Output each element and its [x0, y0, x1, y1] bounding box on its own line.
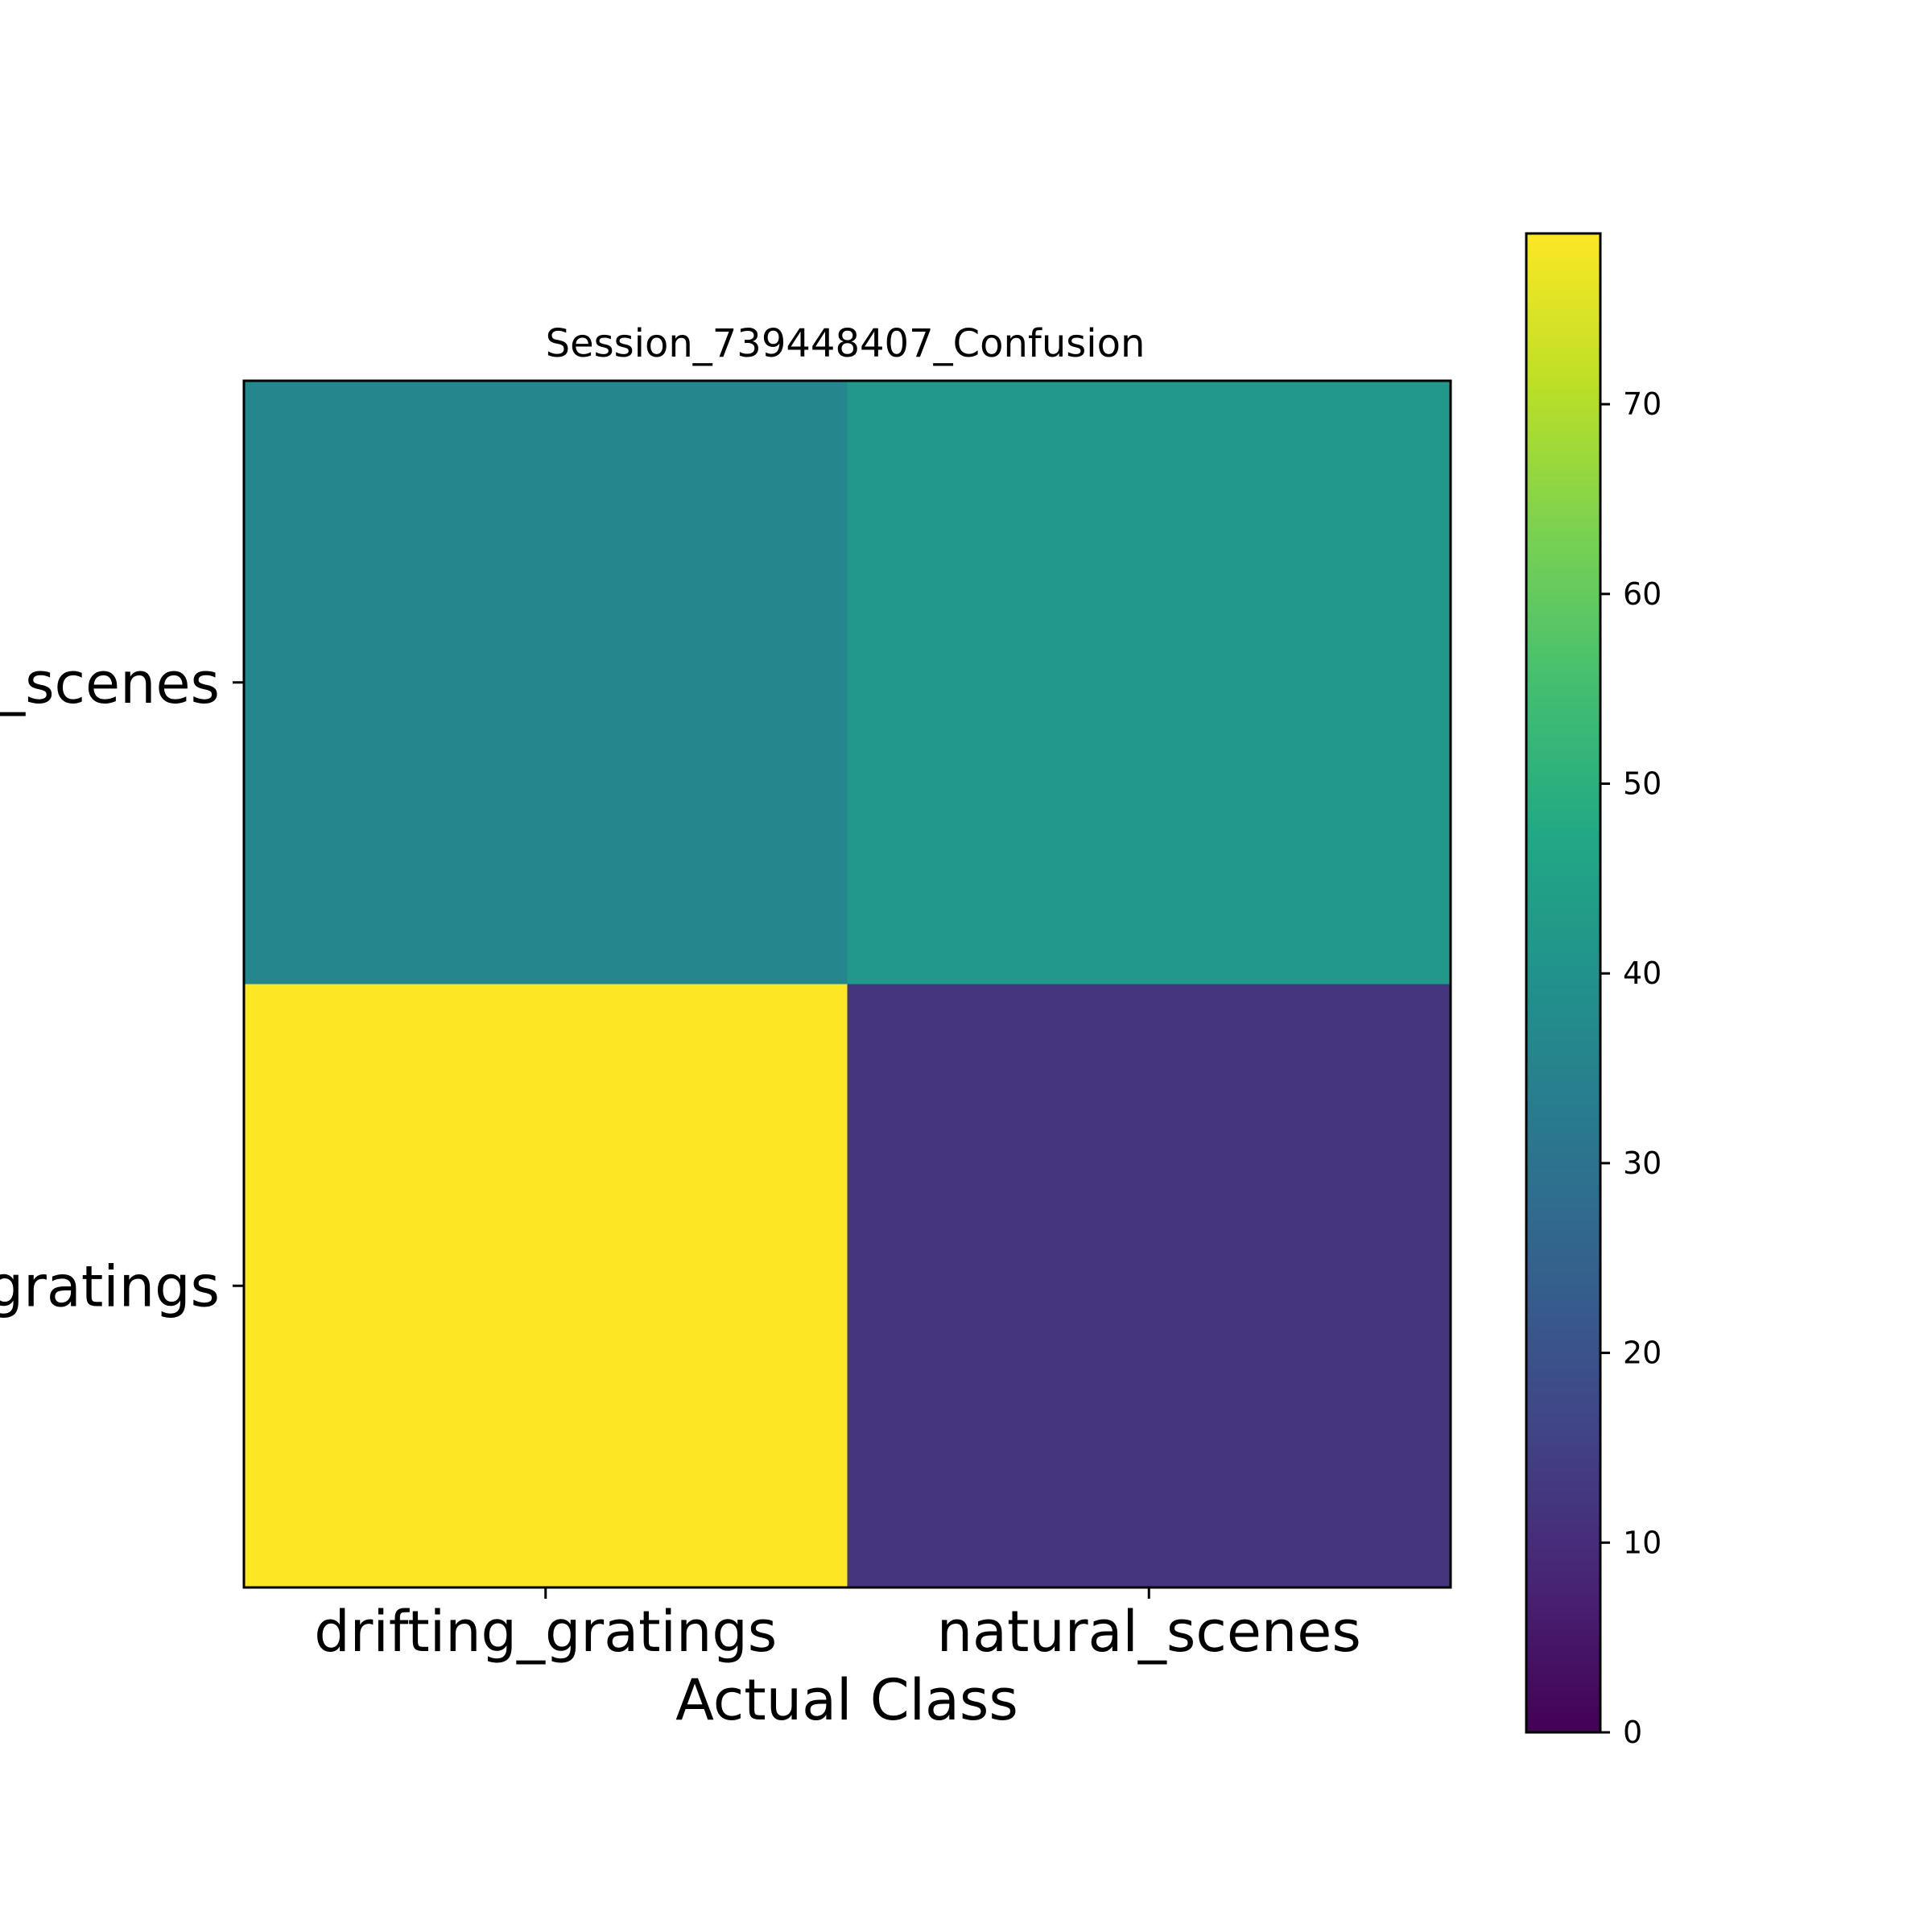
colorbar-tick-label: 20	[1623, 1335, 1662, 1371]
heatmap-cells	[244, 381, 1451, 1588]
chart-title: Session_739448407_Confusion	[546, 321, 1146, 366]
colorbar-tick-label: 0	[1623, 1715, 1642, 1750]
heatmap-cell	[847, 984, 1451, 1588]
colorbar-tick-label: 50	[1623, 766, 1662, 802]
x-tick-label: natural_scenes	[937, 1599, 1361, 1665]
colorbar-tick-label: 60	[1623, 576, 1662, 612]
plot-frame	[242, 379, 1452, 1589]
x-axis-label: Actual Class	[675, 1667, 1018, 1733]
y-axis-ticks: l_scenes gratings	[0, 650, 244, 1319]
colorbar-ticks: 0 10 20 30 40 50 60 70	[1600, 386, 1662, 1750]
colorbar	[1525, 232, 1602, 1734]
heatmap-cell	[244, 984, 848, 1588]
colorbar-tick-label: 30	[1623, 1146, 1662, 1181]
x-axis-ticks: drifting_gratings natural_scenes	[314, 1587, 1361, 1665]
heatmap-cell	[244, 381, 848, 985]
colorbar-tick-label: 10	[1623, 1525, 1662, 1560]
colorbar-tick-label: 40	[1623, 956, 1662, 991]
heatmap-cell	[847, 381, 1451, 985]
y-tick-label: l_scenes	[0, 650, 220, 716]
y-tick-label: gratings	[0, 1253, 220, 1319]
x-tick-label: drifting_gratings	[314, 1599, 777, 1665]
colorbar-tick-label: 70	[1623, 386, 1662, 422]
